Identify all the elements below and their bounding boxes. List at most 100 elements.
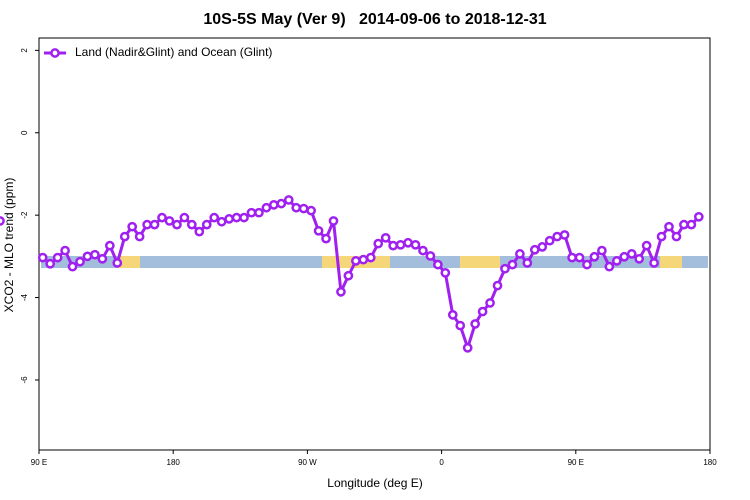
data-point — [649, 258, 659, 268]
data-point — [641, 240, 652, 251]
data-point — [440, 267, 451, 278]
data-point — [283, 195, 294, 205]
data-point — [194, 226, 205, 237]
data-point — [574, 252, 585, 263]
data-point — [552, 231, 563, 242]
data-point — [500, 263, 510, 274]
data-point — [380, 232, 391, 243]
y-tick-label: -2 — [20, 211, 29, 219]
data-point — [395, 239, 406, 250]
data-point — [127, 221, 138, 232]
data-point — [157, 212, 167, 223]
data-point — [611, 256, 622, 266]
data-point — [358, 254, 369, 265]
y-axis-label: XCO2 - MLO trend (ppm) — [2, 178, 16, 313]
data-point — [507, 259, 518, 270]
data-point — [67, 261, 78, 272]
data-point — [626, 249, 637, 259]
data-point — [544, 235, 555, 246]
data-point — [567, 252, 577, 263]
data-point — [179, 212, 190, 223]
data-point — [254, 207, 264, 218]
data-point — [45, 258, 56, 269]
data-point — [321, 233, 331, 244]
data-point — [656, 231, 667, 242]
data-point — [90, 249, 100, 260]
legend-marker — [50, 48, 60, 58]
data-point — [119, 231, 130, 242]
data-point — [104, 240, 115, 251]
data-point — [209, 212, 220, 223]
data-point — [485, 298, 495, 308]
data-point — [216, 216, 227, 227]
data-point — [582, 259, 592, 270]
x-tick-label: 0 — [439, 458, 444, 467]
data-point — [37, 252, 48, 263]
data-point — [239, 212, 249, 223]
x-tick-label: 180 — [703, 458, 717, 467]
data-point — [172, 219, 182, 230]
x-tick-label: 90 W — [298, 458, 317, 467]
data-point — [298, 203, 309, 214]
data-point — [388, 240, 398, 251]
data-point — [52, 252, 63, 263]
data-point — [410, 239, 421, 250]
data-point — [269, 200, 279, 210]
data-point — [515, 249, 525, 259]
data-point — [201, 219, 212, 230]
chart-title: 10S-5S May (Ver 9) 2014-09-06 to 2018-12… — [203, 11, 546, 28]
legend-label: Land (Nadir&Glint) and Ocean (Glint) — [75, 45, 272, 59]
y-tick-label: 0 — [20, 130, 29, 135]
x-tick-label: 180 — [167, 458, 181, 467]
data-point — [60, 245, 70, 256]
data-point — [425, 251, 436, 261]
y-tick-label: -4 — [20, 293, 29, 301]
x-axis-label: Longitude (deg E) — [327, 476, 422, 490]
data-point — [291, 202, 302, 213]
data-point — [224, 214, 234, 224]
data-point — [619, 251, 630, 262]
data-point — [455, 320, 466, 331]
data-point — [537, 242, 548, 252]
data-point — [313, 225, 324, 236]
data-point — [433, 259, 443, 270]
data-point — [306, 205, 316, 216]
x-tick-label: 90 E — [31, 458, 47, 467]
data-point — [112, 258, 123, 268]
data-point — [634, 253, 645, 264]
data-point — [149, 219, 160, 230]
plot-frame — [38, 37, 711, 451]
data-point — [75, 256, 85, 267]
data-point — [529, 244, 540, 255]
data-line — [41, 198, 700, 353]
data-point — [186, 219, 197, 230]
data-point — [693, 211, 704, 222]
data-point — [231, 212, 242, 223]
data-point — [462, 342, 473, 353]
data-point — [403, 237, 413, 248]
data-point — [261, 202, 272, 213]
data-point — [328, 216, 339, 226]
y-tick-label: -6 — [20, 376, 29, 384]
data-point — [82, 251, 93, 262]
data-point — [447, 310, 458, 320]
data-point — [679, 219, 689, 230]
data-point — [664, 221, 674, 232]
data-point — [97, 253, 108, 264]
data-point — [336, 286, 346, 297]
data-point — [671, 231, 682, 242]
data-point — [559, 230, 570, 240]
data-point — [0, 216, 5, 226]
data-point — [134, 231, 145, 242]
data-point — [522, 258, 533, 268]
data-point — [351, 256, 361, 266]
data-point — [604, 261, 615, 272]
data-point — [589, 251, 600, 262]
data-point — [373, 238, 384, 249]
data-point — [276, 198, 287, 209]
x-tick-label: 90 E — [568, 458, 584, 467]
data-point — [470, 319, 480, 329]
data-point — [246, 207, 257, 218]
data-point — [343, 270, 354, 281]
